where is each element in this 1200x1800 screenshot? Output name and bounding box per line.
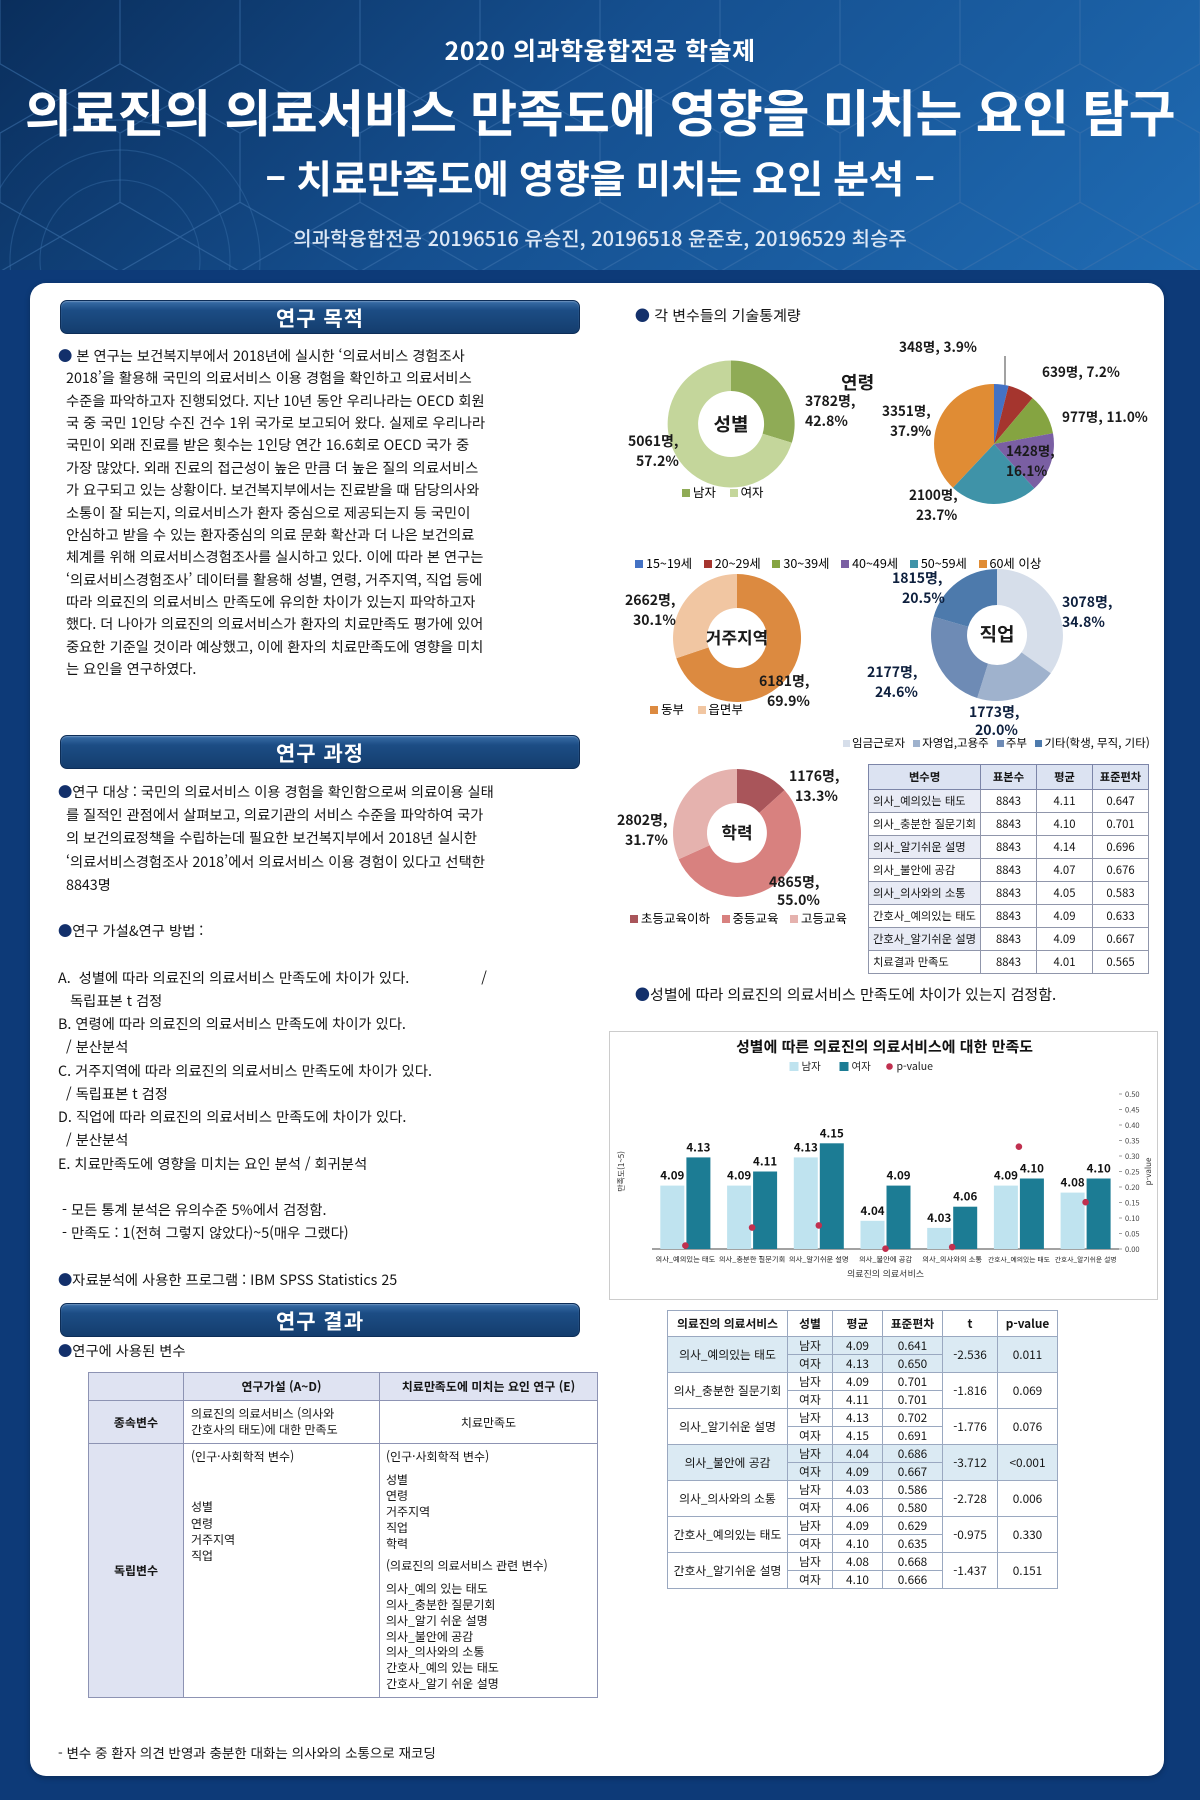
svg-text:4.09: 4.09	[660, 1168, 684, 1184]
svg-text:348명, 3.9%: 348명, 3.9%	[899, 336, 977, 356]
svg-text:0.05: 0.05	[1125, 1229, 1140, 1240]
svg-text:남자: 남자	[802, 1059, 822, 1074]
svg-text:의료진의 의료서비스: 의료진의 의료서비스	[847, 1267, 924, 1280]
svg-text:4.10: 4.10	[1020, 1161, 1044, 1177]
svg-text:의사_충분한 질문기회: 의사_충분한 질문기회	[719, 1255, 786, 1265]
svg-text:만족도(1~5): 만족도(1~5)	[616, 1151, 627, 1192]
svg-text:13.3%: 13.3%	[795, 786, 838, 806]
svg-text:0.30: 0.30	[1125, 1151, 1140, 1162]
svg-text:p-value: p-value	[897, 1059, 934, 1074]
svg-text:0.45: 0.45	[1125, 1105, 1140, 1116]
svg-text:4.09: 4.09	[994, 1168, 1018, 1184]
svg-text:간호사_예의있는 태도: 간호사_예의있는 태도	[988, 1254, 1051, 1264]
svg-text:학력: 학력	[721, 819, 752, 844]
svg-text:2662명,: 2662명,	[625, 590, 675, 610]
svg-text:6181명,: 6181명,	[759, 671, 809, 691]
svg-text:거주지역: 거주지역	[706, 624, 769, 649]
svg-text:0.10: 0.10	[1125, 1213, 1140, 1224]
svg-text:24.6%: 24.6%	[875, 682, 918, 702]
svg-text:977명, 11.0%: 977명, 11.0%	[1062, 406, 1148, 426]
svg-text:4.08: 4.08	[1061, 1175, 1085, 1191]
svg-text:20.5%: 20.5%	[902, 588, 945, 608]
svg-text:0.00: 0.00	[1125, 1244, 1140, 1255]
svg-text:0.20: 0.20	[1125, 1182, 1140, 1193]
svg-text:30.1%: 30.1%	[633, 610, 676, 630]
svg-text:0.50: 0.50	[1125, 1089, 1140, 1100]
svg-text:57.2%: 57.2%	[636, 451, 679, 471]
svg-text:3078명,: 3078명,	[1062, 592, 1112, 612]
svg-text:4.04: 4.04	[860, 1203, 884, 1219]
svg-text:2100명,: 2100명,	[909, 484, 958, 504]
svg-text:31.7%: 31.7%	[625, 830, 668, 850]
svg-text:69.9%: 69.9%	[767, 691, 810, 711]
svg-text:의사_알기쉬운 설명: 의사_알기쉬운 설명	[789, 1255, 849, 1265]
svg-text:4.06: 4.06	[953, 1189, 977, 1205]
svg-text:23.7%: 23.7%	[916, 504, 957, 524]
svg-text:1428명,: 1428명,	[1006, 440, 1055, 460]
svg-text:직업: 직업	[980, 620, 1015, 647]
svg-text:37.9%: 37.9%	[890, 420, 931, 440]
svg-text:0.15: 0.15	[1125, 1198, 1140, 1209]
svg-text:34.8%: 34.8%	[1062, 612, 1105, 632]
svg-text:4.03: 4.03	[927, 1210, 951, 1226]
svg-text:0.35: 0.35	[1125, 1136, 1140, 1147]
svg-text:2177명,: 2177명,	[867, 662, 917, 682]
svg-text:1815명,: 1815명,	[892, 568, 942, 588]
svg-text:0.25: 0.25	[1125, 1167, 1140, 1178]
svg-text:1773명,: 1773명,	[969, 702, 1019, 722]
svg-text:4.09: 4.09	[886, 1168, 910, 1184]
svg-text:4.10: 4.10	[1087, 1161, 1111, 1177]
svg-text:4.09: 4.09	[727, 1168, 751, 1184]
svg-text:성별에 따른 의료진의 의료서비스에 대한 만족도: 성별에 따른 의료진의 의료서비스에 대한 만족도	[736, 1036, 1033, 1057]
svg-text:4.13: 4.13	[686, 1139, 710, 1155]
svg-text:1176명,: 1176명,	[789, 766, 839, 786]
svg-text:4.13: 4.13	[794, 1139, 818, 1155]
svg-text:5061명,: 5061명,	[628, 431, 678, 451]
svg-text:성별: 성별	[714, 410, 749, 437]
svg-text:p-value: p-value	[1143, 1157, 1154, 1185]
svg-text:의사_예의있는 태도: 의사_예의있는 태도	[655, 1255, 715, 1265]
svg-text:의사_불안에 공감: 의사_불안에 공감	[859, 1255, 912, 1265]
svg-text:3351명,: 3351명,	[882, 400, 931, 420]
svg-text:0.40: 0.40	[1125, 1120, 1140, 1131]
svg-text:4.15: 4.15	[820, 1125, 844, 1141]
svg-text:간호사_알기쉬운 설명: 간호사_알기쉬운 설명	[1055, 1254, 1117, 1264]
svg-text:639명, 7.2%: 639명, 7.2%	[1042, 361, 1120, 381]
svg-text:2802명,: 2802명,	[617, 810, 667, 830]
svg-text:의사_의사와의 소통: 의사_의사와의 소통	[922, 1255, 982, 1265]
svg-text:4865명,: 4865명,	[769, 872, 819, 892]
svg-text:4.11: 4.11	[753, 1154, 777, 1170]
svg-text:16.1%: 16.1%	[1006, 460, 1047, 480]
svg-text:여자: 여자	[852, 1059, 872, 1074]
svg-text:55.0%: 55.0%	[777, 890, 820, 910]
